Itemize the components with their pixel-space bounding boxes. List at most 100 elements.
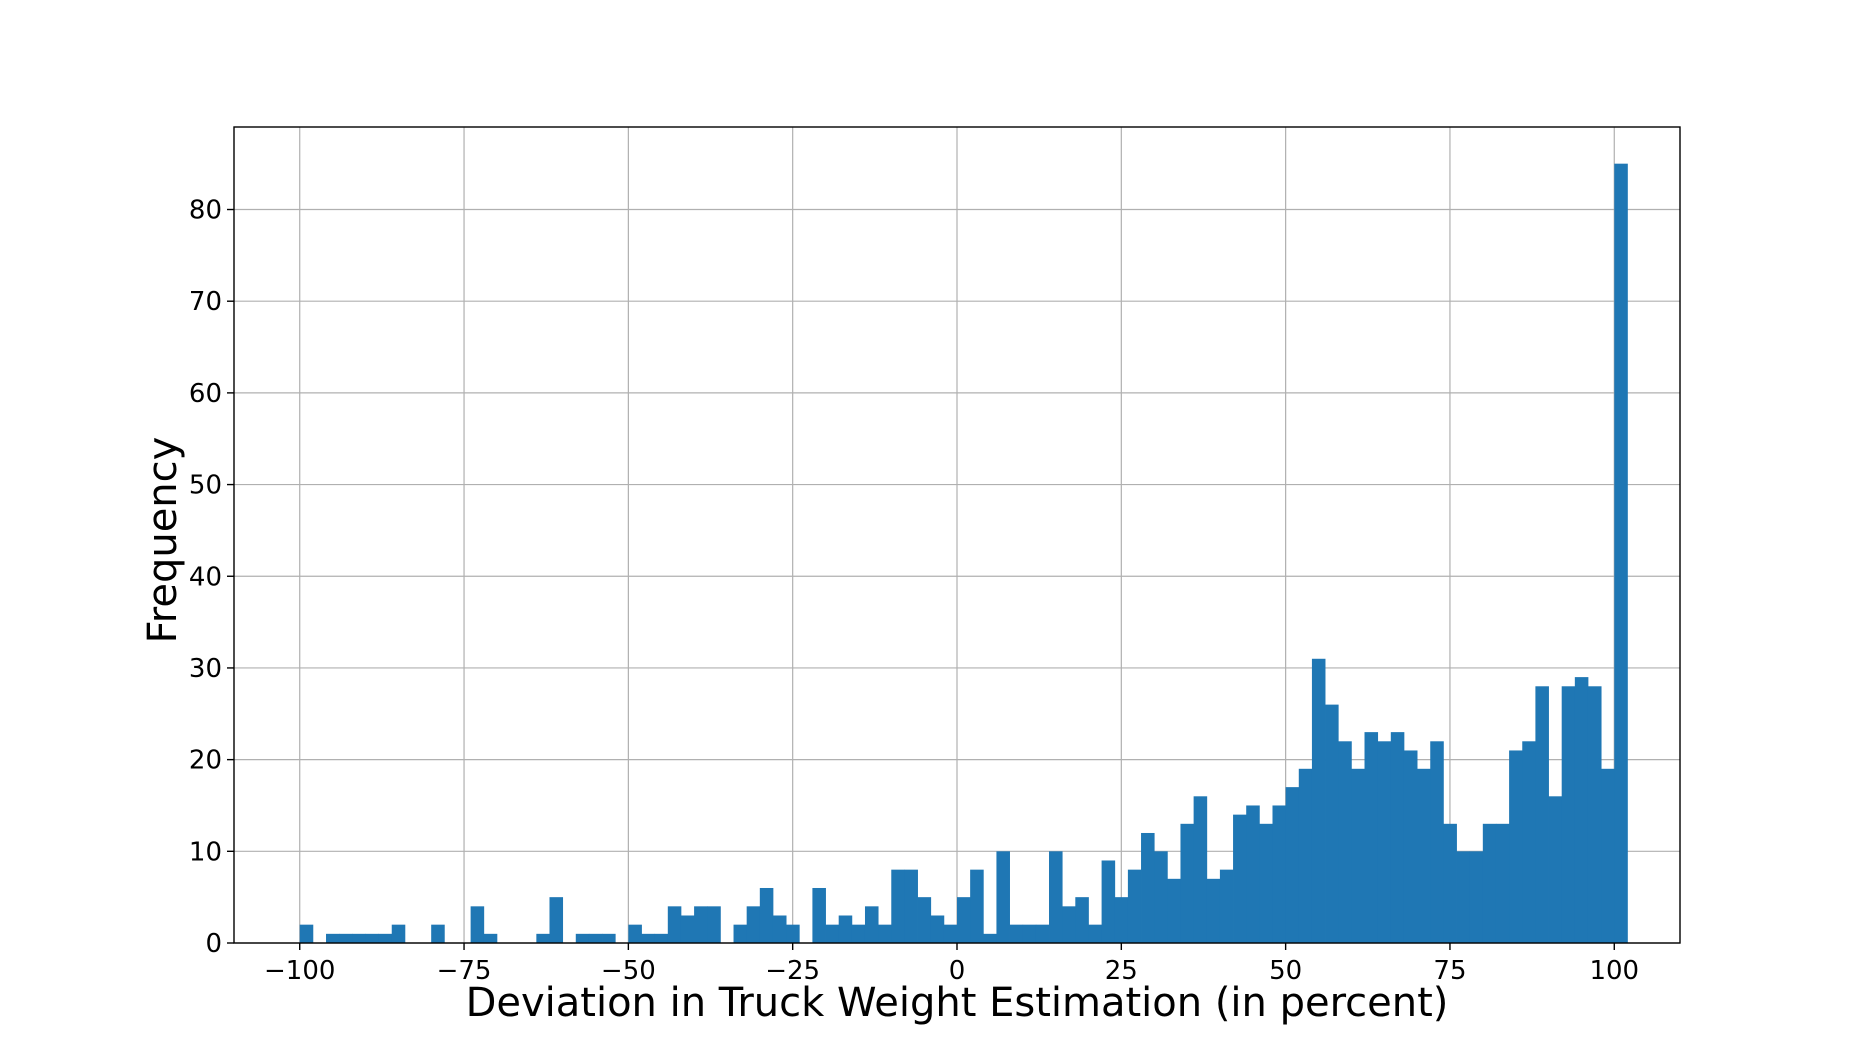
histogram-bar — [470, 906, 485, 943]
x-tick-label: 75 — [1433, 956, 1466, 986]
histogram-bar — [904, 869, 918, 943]
histogram-bar — [812, 887, 826, 943]
x-tick-label: −25 — [765, 956, 820, 986]
histogram-bar — [680, 915, 695, 943]
histogram-bar — [588, 933, 603, 943]
histogram-bar — [1443, 823, 1457, 943]
y-tick-label: 40 — [189, 562, 222, 592]
y-tick-label: 20 — [189, 746, 222, 776]
histogram-bar — [1338, 741, 1352, 943]
histogram-bar — [1049, 851, 1063, 943]
histogram-bar — [628, 924, 642, 943]
y-tick-label: 70 — [189, 287, 222, 317]
y-tick-label: 10 — [189, 837, 222, 867]
histogram-bar — [891, 869, 905, 943]
histogram-bar — [1456, 851, 1471, 943]
histogram-bar — [1311, 658, 1326, 943]
histogram-bar — [1574, 677, 1589, 943]
x-tick-label: −75 — [437, 956, 492, 986]
histogram-bar — [1548, 796, 1563, 943]
histogram-bar — [1035, 924, 1050, 943]
y-tick-label: 30 — [189, 654, 222, 684]
histogram-bar — [1495, 823, 1510, 943]
histogram-bar — [1417, 768, 1431, 943]
histogram-bar — [431, 924, 445, 943]
x-tick-label: −50 — [601, 956, 656, 986]
histogram-bar — [1246, 805, 1260, 943]
histogram-bar — [1298, 768, 1313, 943]
histogram-bar — [878, 924, 892, 943]
histogram-bar — [549, 897, 564, 943]
histogram-bar — [1601, 768, 1615, 943]
histogram-bar — [536, 933, 550, 943]
histogram-bar — [641, 933, 656, 943]
histogram-bar — [1167, 878, 1181, 943]
y-tick-label: 60 — [189, 379, 222, 409]
histogram-bar — [339, 933, 353, 943]
x-axis-ticks: −100 −75 −50 −25 0 25 50 75 100 — [264, 943, 1639, 986]
histogram-bar — [1180, 823, 1195, 943]
histogram-bar — [1141, 832, 1155, 943]
histogram-bar — [1509, 750, 1523, 943]
histogram-bar — [1127, 869, 1142, 943]
histogram-bar — [746, 906, 761, 943]
histogram-bar — [1206, 878, 1221, 943]
histogram-bar — [1390, 732, 1405, 943]
histogram-bar — [1351, 768, 1365, 943]
histogram-bar — [917, 897, 932, 943]
histogram-bar — [1535, 686, 1549, 943]
histogram-bar — [786, 924, 800, 943]
histogram-bar — [1219, 869, 1234, 943]
histogram-bar — [1364, 732, 1379, 943]
histogram-bar — [365, 933, 379, 943]
histogram-bar — [654, 933, 669, 943]
histogram-bar — [1101, 860, 1116, 943]
histogram-bar — [759, 887, 774, 943]
x-tick-label: 25 — [1105, 956, 1138, 986]
y-axis-label: Frequency — [140, 437, 186, 644]
histogram-bar — [694, 906, 708, 943]
histogram-bar — [1022, 924, 1037, 943]
histogram-bar — [483, 933, 498, 943]
histogram-bar — [352, 933, 366, 943]
histogram-bar — [707, 906, 721, 943]
histogram-bar — [996, 851, 1010, 943]
histogram-bar — [943, 924, 958, 943]
histogram-bar — [930, 915, 945, 943]
histogram-bar — [1272, 805, 1287, 943]
histogram-bar — [326, 933, 340, 943]
histogram-bar — [1325, 704, 1339, 943]
histogram-bar — [602, 933, 616, 943]
x-tick-label: −100 — [264, 956, 335, 986]
histogram-bar — [838, 915, 853, 943]
histogram-bar — [1088, 924, 1102, 943]
histogram-bar — [1193, 796, 1208, 943]
histogram-bar — [1377, 741, 1392, 943]
histogram-bar — [1403, 750, 1418, 943]
histogram-bar — [1469, 851, 1484, 943]
histogram-bar — [1154, 851, 1168, 943]
histogram-bar — [1482, 823, 1497, 943]
histogram-bar — [1062, 906, 1076, 943]
histogram-bar — [1430, 741, 1444, 943]
histogram-bar — [1614, 163, 1628, 943]
histogram-bars — [299, 163, 1628, 943]
histogram-bar — [575, 933, 590, 943]
histogram-bar — [1561, 686, 1576, 943]
histogram-bar — [1075, 897, 1089, 943]
histogram-bar — [970, 869, 984, 943]
x-tick-label: 50 — [1269, 956, 1302, 986]
x-tick-label: 100 — [1589, 956, 1639, 986]
histogram-bar — [983, 933, 997, 943]
x-tick-label: 0 — [949, 956, 966, 986]
y-tick-label: 50 — [189, 471, 222, 501]
histogram-bar — [1259, 823, 1273, 943]
histogram-bar — [1587, 686, 1602, 943]
grid-lines — [234, 127, 1680, 944]
histogram-bar — [667, 906, 682, 943]
histogram-bar — [957, 897, 971, 943]
histogram-bar — [378, 933, 393, 943]
histogram-bar — [1233, 814, 1247, 943]
histogram-bar — [1522, 741, 1536, 943]
